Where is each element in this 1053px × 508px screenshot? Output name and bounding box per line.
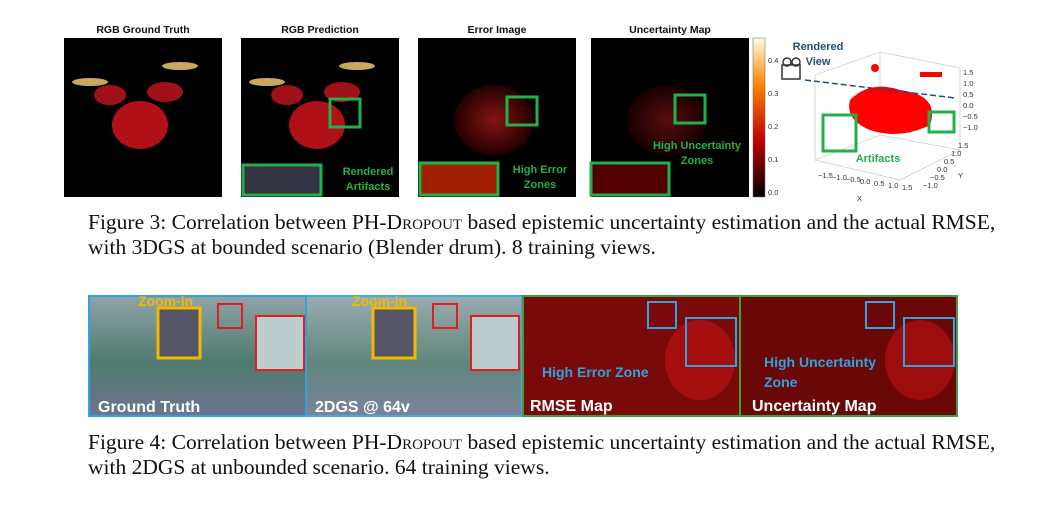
- z-tick: 0.5: [963, 90, 973, 99]
- panel-label: RMSE Map: [530, 398, 613, 415]
- annotation: Rendered: [343, 166, 394, 178]
- drum-panels: [64, 37, 766, 198]
- panel-label: Ground Truth: [98, 399, 200, 416]
- annotation: Zones: [681, 155, 713, 167]
- annotation: High Uncertainty: [764, 354, 876, 370]
- annotation: Zones: [524, 179, 556, 191]
- colorbar-tick: 0.4: [768, 56, 778, 65]
- axis-label: X: [857, 194, 862, 203]
- axis-label: Y: [958, 171, 963, 180]
- annotation: High Error Zone: [542, 364, 649, 380]
- plot-ticks: 1.51.00.50.0−0.5−1.0−1.5 −1.0 −0.5 0.0 0.5 1.…: [818, 68, 978, 192]
- caption-text: Dropout: [386, 430, 463, 454]
- y-tick: 0.5: [944, 157, 954, 166]
- colorbar-tick: 0.1: [768, 155, 778, 164]
- caption-text: Figure 3: Correlation between PH-: [88, 210, 387, 234]
- panel-title: RGB Ground Truth: [96, 24, 189, 36]
- z-tick: 1.5: [963, 68, 973, 77]
- y-tick: −0.5: [930, 173, 945, 182]
- panel-title: Uncertainty Map: [629, 24, 711, 36]
- x-tick: 1.5: [902, 183, 912, 192]
- y-tick: −1.0: [923, 181, 938, 190]
- x-tick: −1.5: [818, 171, 833, 180]
- y-tick: 0.0: [937, 165, 947, 174]
- plot-3d: [781, 51, 961, 181]
- colorbar-ticks: 0.4 0.3 0.2 0.1 0.0: [768, 56, 778, 197]
- caption: Figure 4: Correlation between PH-Dropout…: [88, 430, 1018, 480]
- panel-title: Error Image: [468, 24, 527, 36]
- annotation: High Uncertainty: [653, 140, 742, 152]
- y-tick: 1.0: [951, 149, 961, 158]
- zoom-label: Zoom-in: [138, 293, 193, 309]
- z-tick: 0.0: [963, 101, 973, 110]
- annotation: Artifacts: [346, 181, 391, 193]
- panel-label: 2DGS @ 64v: [315, 399, 410, 416]
- annotation: Artifacts: [856, 153, 901, 165]
- y-tick: 1.5: [958, 141, 968, 150]
- panel-title: RGB Prediction: [281, 24, 359, 36]
- train-panels: [88, 295, 958, 417]
- x-tick: 1.0: [888, 181, 898, 190]
- colorbar-tick: 0.3: [768, 89, 778, 98]
- caption: Figure 3: Correlation between PH-Dropout…: [88, 210, 1018, 260]
- x-tick: 0.5: [874, 179, 884, 188]
- x-tick: −1.0: [832, 173, 847, 182]
- caption-text: based epistemic uncertainty estimation a…: [88, 430, 996, 479]
- annotation: Zone: [764, 374, 798, 390]
- x-tick: 0.0: [860, 177, 870, 186]
- z-tick: 1.0: [963, 79, 973, 88]
- z-tick: −0.5: [963, 112, 978, 121]
- annotation: View: [806, 56, 831, 68]
- zoom-label: Zoom-in: [352, 293, 407, 309]
- x-tick: −0.5: [846, 175, 861, 184]
- panel-label: Uncertainty Map: [752, 398, 877, 415]
- caption-text: Dropout: [386, 210, 463, 234]
- colorbar-tick: 0.0: [768, 188, 778, 197]
- colorbar-tick: 0.2: [768, 122, 778, 131]
- z-tick: −1.0: [963, 123, 978, 132]
- annotation: Rendered: [793, 41, 844, 53]
- caption-text: based epistemic uncertainty estimation a…: [88, 210, 996, 259]
- caption-text: Figure 4: Correlation between PH-: [88, 430, 387, 454]
- annotation: High Error: [513, 164, 568, 176]
